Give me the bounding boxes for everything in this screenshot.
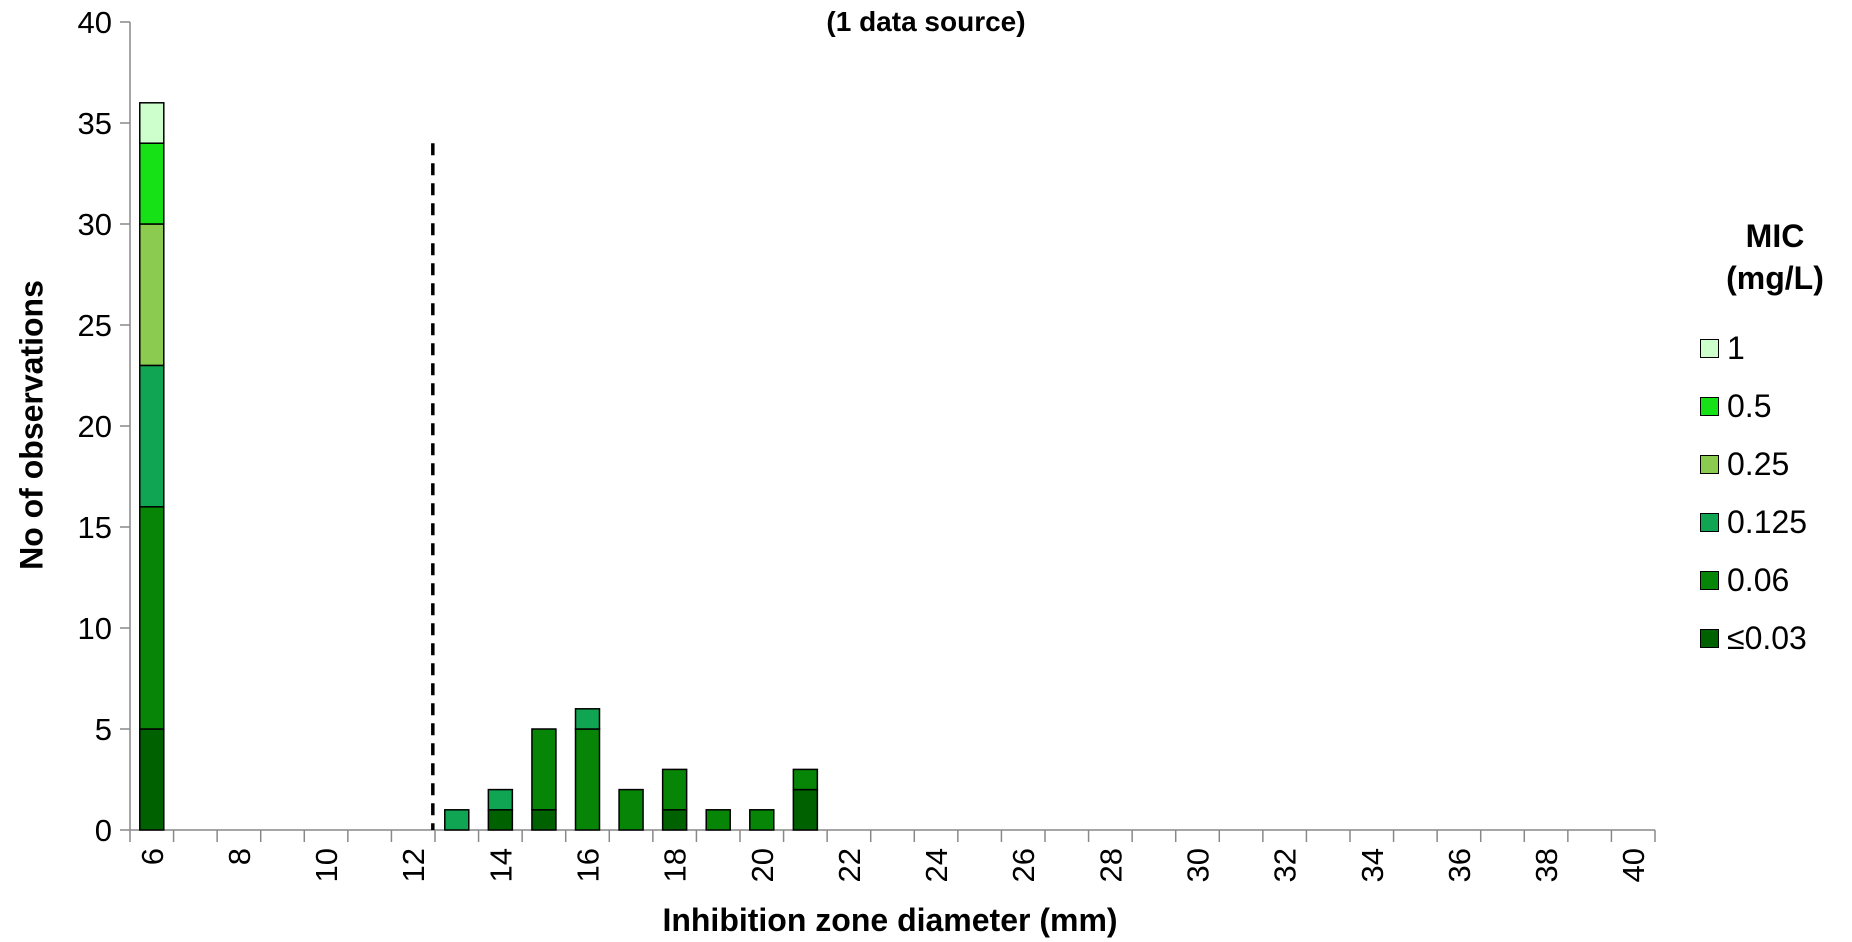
x-tick-label: 8 (222, 848, 257, 865)
legend-label: 1 (1727, 329, 1745, 366)
legend-item: ≤0.03 (1700, 609, 1850, 667)
bar-segment (139, 142, 165, 225)
y-tick-label: 15 (78, 510, 112, 545)
y-tick-label: 40 (78, 5, 112, 40)
y-tick-label: 20 (78, 409, 112, 444)
y-tick-label: 25 (78, 308, 112, 343)
legend-swatch (1700, 512, 1719, 532)
legend-item: 0.125 (1700, 493, 1850, 551)
bar-segment (487, 788, 514, 811)
legend-swatch (1700, 628, 1719, 648)
bar-segment (531, 809, 557, 831)
legend-title-line-2: (mg/L) (1726, 260, 1824, 296)
legend-label: 0.06 (1727, 561, 1790, 598)
legend-item: 0.06 (1700, 551, 1850, 609)
x-tick-label: 14 (483, 848, 518, 882)
legend-item: 0.5 (1700, 377, 1850, 435)
bar-segment (139, 506, 165, 730)
x-axis-label: Inhibition zone diameter (mm) (662, 902, 1118, 938)
x-tick-label: 16 (571, 848, 606, 882)
bar-segment (574, 708, 601, 730)
y-tick-label: 35 (78, 106, 112, 141)
legend-label: 0.25 (1727, 445, 1790, 482)
legend-label: 0.5 (1727, 387, 1772, 424)
x-tick-label: 32 (1268, 848, 1303, 882)
x-tick-label: 20 (745, 848, 780, 882)
bar-segment (139, 102, 165, 144)
legend-swatch (1700, 396, 1719, 416)
bar-segment (792, 788, 819, 831)
bar-segment (661, 809, 688, 831)
legend-label: ≤0.03 (1727, 619, 1807, 656)
legend-label: 0.125 (1727, 503, 1808, 540)
x-tick-label: 12 (396, 848, 431, 882)
x-tick-label: 26 (1006, 848, 1041, 882)
bar-segment (444, 809, 470, 831)
x-tick-label: 18 (658, 848, 693, 882)
bar-segment (618, 788, 644, 831)
legend-title: MIC (mg/L) (1700, 215, 1850, 299)
y-tick-label: 0 (95, 813, 112, 848)
bar-segment (749, 809, 775, 831)
bar-segment (139, 223, 165, 367)
x-tick-label: 30 (1181, 848, 1216, 882)
y-tick-label: 30 (78, 207, 112, 242)
legend-item: 0.25 (1700, 435, 1850, 493)
y-tick-label: 5 (95, 712, 112, 747)
bar-segment (705, 809, 731, 831)
legend-swatch (1700, 454, 1719, 474)
x-tick-label: 28 (1093, 848, 1128, 882)
x-tick-label: 40 (1616, 848, 1651, 882)
bar-segment (792, 768, 819, 791)
legend-title-line-1: MIC (1745, 218, 1805, 254)
bar-segment (531, 728, 557, 811)
legend-swatch (1700, 338, 1719, 358)
y-tick-label: 10 (78, 611, 112, 646)
x-tick-label: 22 (832, 848, 867, 882)
x-tick-label: 34 (1355, 848, 1390, 882)
bar-segment (574, 728, 601, 831)
bar-segment (661, 768, 688, 811)
x-tick-label: 10 (309, 848, 344, 882)
x-tick-label: 36 (1442, 848, 1477, 882)
x-tick-label: 24 (919, 848, 954, 882)
legend: MIC (mg/L) 1 0.5 0.25 0.125 0.06 ≤0.03 (1700, 215, 1850, 667)
chart-title: (1 data source) (826, 6, 1026, 37)
bar-segment (139, 728, 165, 831)
legend-item: 1 (1700, 319, 1850, 377)
bar-segment (487, 809, 514, 831)
x-tick-label: 6 (135, 848, 170, 865)
legend-items: 1 0.5 0.25 0.125 0.06 ≤0.03 (1700, 319, 1850, 667)
bar-segment (139, 364, 165, 508)
x-tick-label: 38 (1529, 848, 1564, 882)
legend-swatch (1700, 570, 1719, 590)
